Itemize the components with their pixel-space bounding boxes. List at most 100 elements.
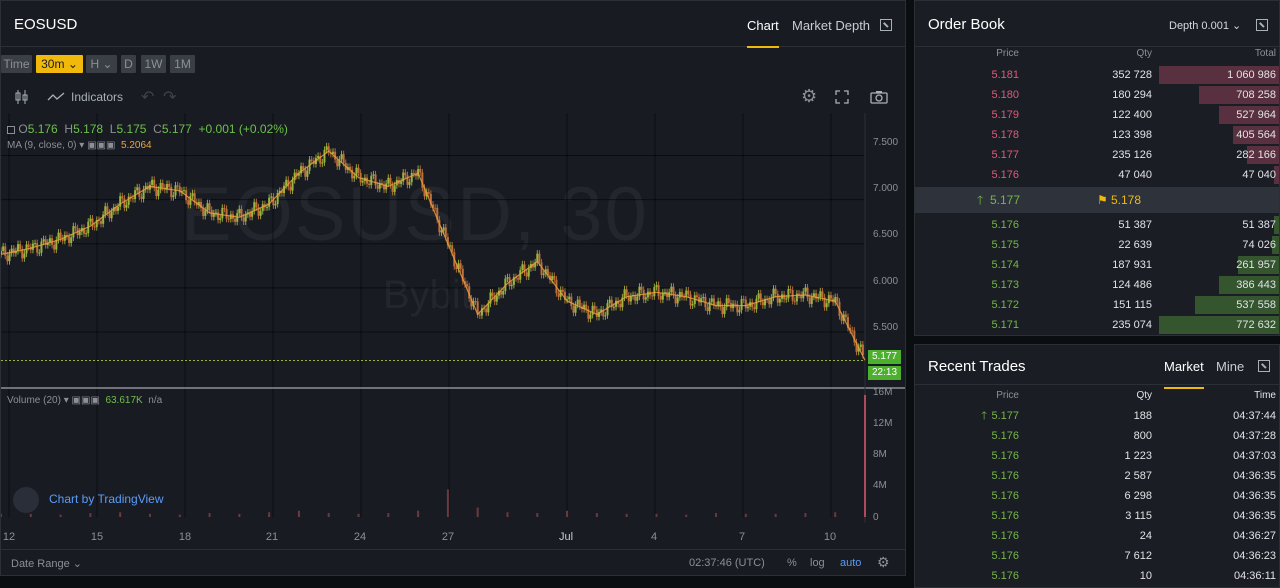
volume-legend[interactable]: Volume (20) ▾ ▣▣▣ 63.617K n/a: [7, 395, 162, 406]
ask-row[interactable]: 5.181 352 728 1 060 986: [915, 65, 1279, 85]
candle: [544, 269, 547, 274]
undo-icon[interactable]: ↶: [141, 89, 155, 106]
timeframe-1m[interactable]: 1M: [170, 55, 195, 73]
expand-icon[interactable]: [1256, 19, 1268, 31]
date-range-button[interactable]: Date Range ⌄: [11, 557, 82, 570]
candle: [119, 196, 122, 207]
candle: [276, 193, 279, 204]
candle: [100, 221, 103, 224]
fullscreen-icon[interactable]: [835, 90, 849, 104]
volume-bar: [59, 514, 62, 517]
candle: [776, 293, 779, 303]
candle: [34, 243, 37, 245]
bid-row[interactable]: 5.171 235 074 772 632: [915, 315, 1279, 335]
bid-row[interactable]: 5.172 151 115 537 558: [915, 295, 1279, 315]
candle: [387, 177, 390, 184]
bid-row[interactable]: 5.173 124 486 386 443: [915, 275, 1279, 295]
eye-icon[interactable]: ▣▣▣: [87, 140, 116, 151]
price-chart[interactable]: [1, 113, 905, 533]
time-cell: 04:36:35: [1233, 470, 1276, 482]
volume-value: 63.617K: [105, 395, 143, 406]
total-cell: 74 026: [1242, 239, 1276, 251]
tab-mine[interactable]: Mine: [1216, 359, 1245, 374]
ask-row[interactable]: 5.179 122 400 527 964: [915, 105, 1279, 125]
ask-row[interactable]: 5.177 235 126 282 166: [915, 145, 1279, 165]
volume-bar: [744, 513, 747, 517]
depth-select[interactable]: Depth 0.001 ⌄: [1169, 19, 1241, 32]
volume-bar: [1, 513, 2, 517]
bid-row[interactable]: 5.175 22 639 74 026: [915, 235, 1279, 255]
timeframe-d[interactable]: D: [121, 55, 136, 73]
candle: [783, 294, 786, 300]
candle: [248, 212, 251, 217]
time-cell: 04:37:44: [1233, 410, 1276, 422]
candle: [546, 269, 549, 276]
timeframe-h[interactable]: H ⌄: [86, 55, 117, 73]
tab-market-depth[interactable]: Market Depth: [792, 18, 871, 33]
qty-cell: 180 294: [1112, 89, 1152, 101]
candle: [376, 185, 379, 189]
percent-scale-button[interactable]: %: [787, 557, 797, 569]
expand-icon[interactable]: [880, 19, 892, 31]
candle: [125, 204, 128, 208]
tab-chart[interactable]: Chart: [747, 18, 779, 48]
total-cell: 1 060 986: [1227, 69, 1276, 81]
tab-market[interactable]: Market: [1164, 359, 1204, 389]
bid-row[interactable]: 5.176 51 387 51 387: [915, 215, 1279, 235]
candle: [383, 184, 386, 190]
candle: [427, 191, 430, 194]
candle: [144, 185, 147, 190]
time-cell: 04:37:28: [1233, 430, 1276, 442]
ask-row[interactable]: 5.178 123 398 405 564: [915, 125, 1279, 145]
candle: [117, 206, 120, 211]
bid-row[interactable]: 5.174 187 931 261 957: [915, 255, 1279, 275]
expand-icon[interactable]: [1258, 360, 1270, 372]
redo-icon[interactable]: ↷: [163, 89, 177, 106]
ask-row[interactable]: 5.180 180 294 708 258: [915, 85, 1279, 105]
tradingview-link[interactable]: Chart by TradingView: [49, 492, 164, 506]
ask-row[interactable]: 5.176 47 040 47 040: [915, 165, 1279, 185]
candle: [695, 295, 698, 298]
trade-row: 5.176 24 04:36:27: [915, 526, 1279, 546]
eye-icon[interactable]: ▣▣▣: [71, 395, 100, 406]
candle: [721, 306, 724, 315]
timeframe-30m-label: 30m: [41, 57, 65, 71]
depth-bar: [1159, 316, 1279, 334]
volume-bar: [119, 512, 122, 517]
candle: [404, 172, 407, 176]
indicators-icon[interactable]: [47, 92, 65, 102]
collapse-icon[interactable]: [7, 125, 15, 134]
candle: [457, 263, 460, 270]
log-scale-button[interactable]: log: [810, 557, 825, 569]
candle: [19, 244, 22, 250]
qty-cell: 2 587: [1124, 470, 1152, 482]
timeframe-1w[interactable]: 1W: [141, 55, 166, 73]
candle: [334, 151, 337, 160]
candle: [293, 172, 296, 181]
candle: [172, 195, 175, 198]
candle: [374, 174, 377, 186]
candles-icon[interactable]: [15, 89, 29, 105]
candle: [402, 172, 405, 182]
tradingview-logo-icon[interactable]: [13, 487, 39, 513]
camera-icon[interactable]: [870, 90, 888, 104]
candle: [757, 293, 760, 299]
volume-bar: [238, 513, 241, 517]
candle: [857, 346, 860, 352]
timeframe-30m[interactable]: 30m ⌄: [36, 55, 83, 73]
indicators-button[interactable]: Indicators: [71, 90, 124, 104]
settings-gear-icon[interactable]: ⚙: [877, 554, 890, 570]
auto-scale-button[interactable]: auto: [840, 557, 862, 569]
candle: [570, 296, 573, 307]
timeframe-time[interactable]: Time: [1, 55, 32, 73]
date-tick: 10: [823, 531, 837, 543]
date-tick: 18: [178, 531, 192, 543]
ma-legend[interactable]: MA (9, close, 0) ▾ ▣▣▣ 5.2064: [7, 140, 152, 151]
settings-gear-icon[interactable]: ⚙: [801, 86, 818, 106]
price-cell: 5.173: [991, 279, 1019, 291]
candle: [38, 252, 41, 254]
candle: [12, 248, 15, 254]
candle: [372, 174, 375, 176]
candle: [165, 184, 168, 190]
candle: [432, 204, 434, 208]
